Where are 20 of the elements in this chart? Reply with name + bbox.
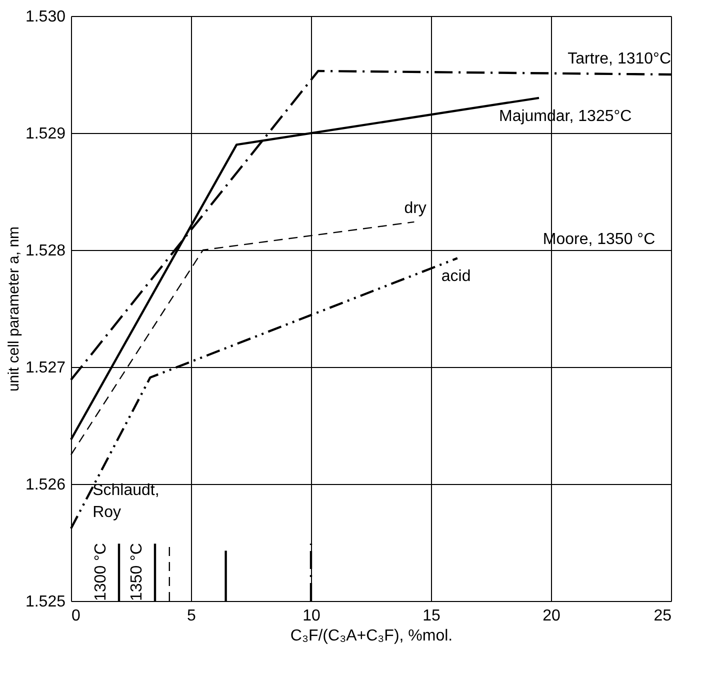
y-tick-label: 1.529 <box>25 126 66 142</box>
y-tick-label: 1.530 <box>25 8 66 26</box>
annotation: 1350 °C <box>128 543 146 601</box>
series-label: dry <box>404 200 426 217</box>
x-tick-label: 25 <box>654 608 672 624</box>
x-tick-label: 10 <box>302 608 320 624</box>
series-label: Tartre, 1310°C <box>568 50 671 68</box>
y-axis-title: unit cell parameter a, nm <box>5 226 22 392</box>
y-tick-label: 1.526 <box>25 476 66 494</box>
x-tick-label: 5 <box>187 608 196 624</box>
x-tick-label: 0 <box>72 608 80 624</box>
x-tick-label: 20 <box>542 608 560 624</box>
series-label: acid <box>441 268 471 286</box>
y-tick-label: 1.525 <box>25 594 66 610</box>
annotation: Schlaudt, Roy <box>92 482 160 521</box>
x-tick-label: 15 <box>422 608 440 624</box>
y-tick-label: 1.528 <box>25 242 66 260</box>
annotation: 1300 °C <box>92 543 110 601</box>
y-tick-label: 1.527 <box>25 360 66 376</box>
x-axis-title: C₃F/(C₃A+C₃F), %mol. <box>290 628 453 644</box>
